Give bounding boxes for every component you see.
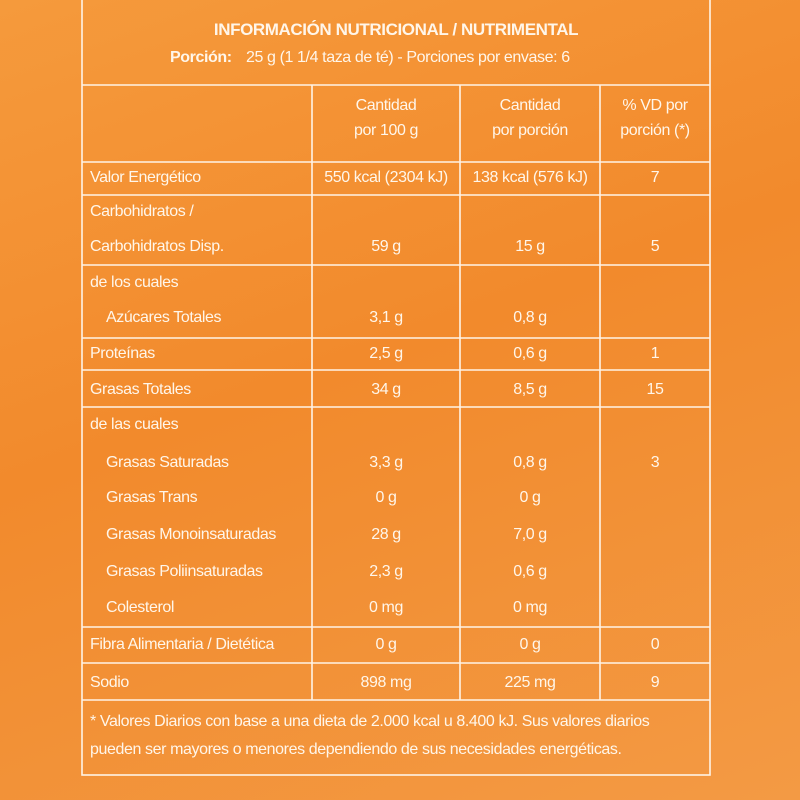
cell: 3,1 g — [369, 309, 403, 326]
row-label: de los cuales — [90, 274, 179, 291]
cell: 0 — [650, 636, 660, 653]
row-label: Grasas Trans — [106, 489, 198, 506]
footnote: * Valores Diarios con base a una dieta d… — [90, 713, 650, 730]
cell: 34 g — [371, 381, 401, 398]
portion-label: Porción: — [170, 49, 232, 66]
footnote: pueden ser mayores o menores dependiendo… — [90, 741, 622, 758]
row-label: Colesterol — [106, 599, 175, 616]
row-label: Carbohidratos Disp. — [90, 238, 224, 255]
cell: 138 kcal (576 kJ) — [472, 169, 588, 186]
cell: 0,6 g — [513, 563, 547, 580]
cell: 0,8 g — [513, 309, 547, 326]
row-label: Carbohidratos / — [90, 203, 194, 220]
column-header: porción (*) — [620, 122, 690, 139]
cell: 3 — [650, 454, 660, 471]
column-header: por porción — [492, 122, 568, 139]
cell: 0 g — [519, 489, 541, 506]
cell: 8,5 g — [513, 381, 547, 398]
cell: 28 g — [371, 526, 401, 543]
column-header: por 100 g — [353, 122, 419, 139]
column-header: Cantidad — [355, 97, 417, 114]
cell: 898 mg — [360, 674, 412, 691]
cell: 3,3 g — [369, 454, 403, 471]
row-label: Valor Energético — [90, 169, 201, 186]
cell: 225 mg — [504, 674, 556, 691]
cell: 0 g — [375, 489, 397, 506]
cell: 9 — [650, 674, 660, 691]
column-header: Cantidad — [499, 97, 561, 114]
outer-border — [81, 0, 711, 776]
cell: 0 g — [375, 636, 397, 653]
cell: 0,8 g — [513, 454, 547, 471]
cell: 550 kcal (2304 kJ) — [324, 169, 448, 186]
cell: 59 g — [371, 238, 401, 255]
cell: 0,6 g — [513, 345, 547, 362]
cell: 1 — [650, 345, 660, 362]
column-header: % VD por — [622, 97, 688, 114]
title: INFORMACIÓN NUTRICIONAL / NUTRIMENTAL — [213, 20, 579, 39]
cell: 7,0 g — [513, 526, 547, 543]
row-label: Grasas Saturadas — [106, 454, 229, 471]
cell: 15 — [646, 381, 664, 398]
cell: 2,3 g — [369, 563, 403, 580]
row-label: Azúcares Totales — [106, 309, 222, 326]
row-label: Sodio — [90, 674, 129, 691]
row-label: Grasas Monoinsaturadas — [106, 526, 276, 543]
cell: 15 g — [515, 238, 545, 255]
row-label: Grasas Poliinsaturadas — [106, 563, 263, 580]
cell: 0 mg — [369, 599, 403, 616]
row-label: Fibra Alimentaria / Dietética — [90, 636, 275, 653]
row-label: de las cuales — [90, 416, 179, 433]
row-label: Proteínas — [90, 345, 155, 362]
cell: 2,5 g — [369, 345, 403, 362]
portion-text: 25 g (1 1/4 taza de té) - Porciones por … — [246, 49, 570, 66]
cell: 5 — [650, 238, 660, 255]
cell: 0 mg — [513, 599, 547, 616]
row-label: Grasas Totales — [90, 381, 191, 398]
cell: 0 g — [519, 636, 541, 653]
cell: 7 — [650, 169, 660, 186]
